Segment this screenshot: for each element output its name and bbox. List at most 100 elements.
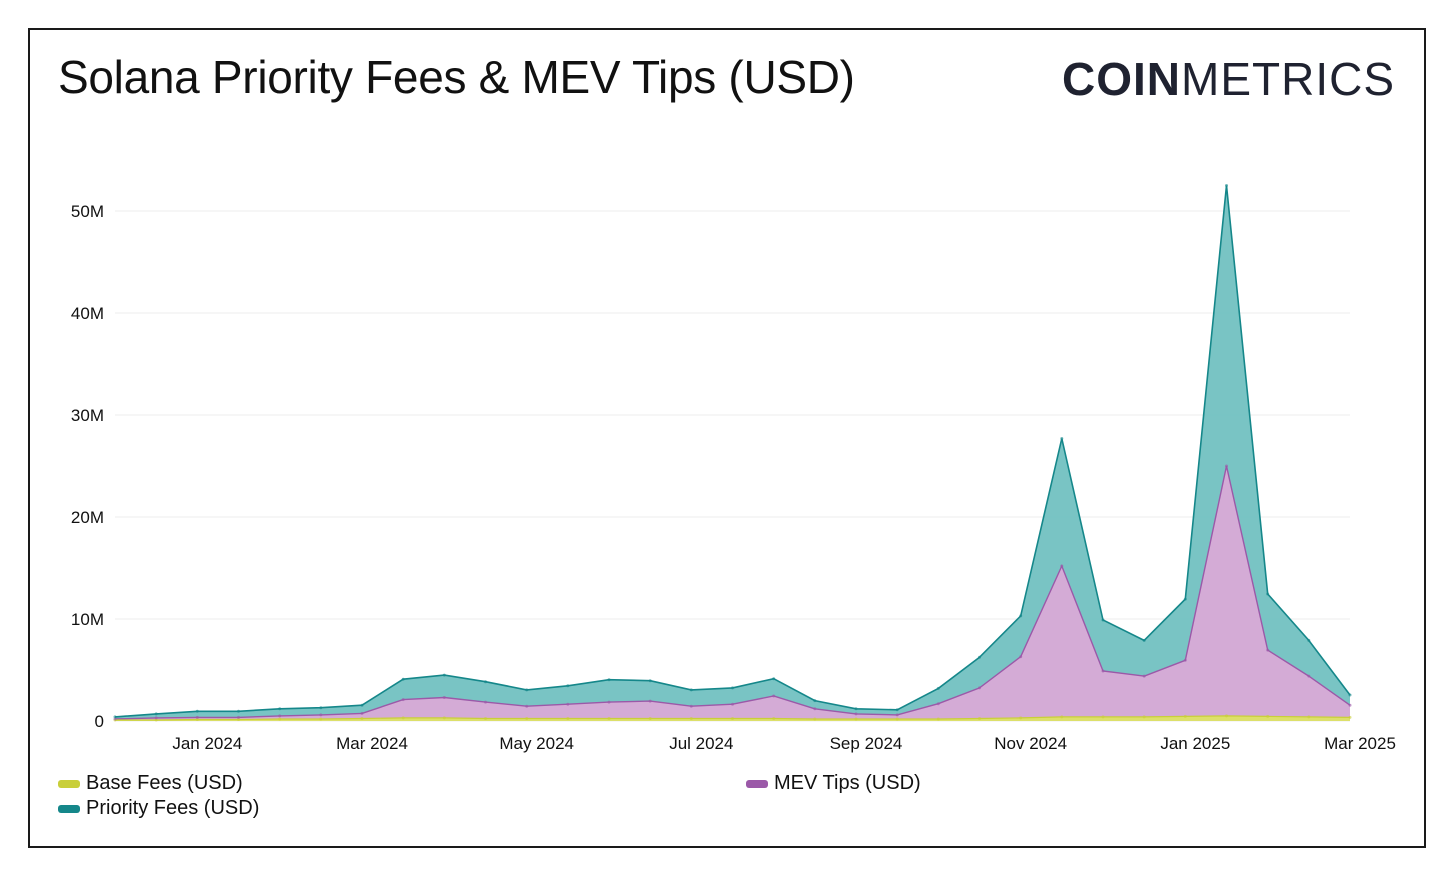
legend-item-priority-fees[interactable]: Priority Fees (USD) <box>58 797 259 820</box>
data-point-priority <box>1183 597 1187 601</box>
data-point-priority <box>607 678 611 682</box>
data-point-priority <box>731 686 734 690</box>
data-point-priority <box>1060 437 1064 440</box>
data-point-priority <box>113 715 117 719</box>
data-point-base <box>1266 714 1270 718</box>
data-point-priority <box>772 677 776 681</box>
data-point-priority <box>1142 638 1146 642</box>
x-tick-label: Jul 2024 <box>669 734 733 753</box>
data-point-mev <box>1019 655 1023 659</box>
data-point-mev <box>854 712 858 716</box>
data-point-base <box>813 717 817 721</box>
y-axis-ticks: 0 10M 20M 30M 40M 50M <box>71 202 104 731</box>
data-point-priority <box>978 655 981 659</box>
data-point-mev <box>1307 674 1311 678</box>
data-point-mev <box>1225 464 1228 468</box>
logo-light-text: METRICS <box>1181 53 1395 105</box>
data-point-base <box>154 718 158 722</box>
data-point-priority <box>1266 592 1270 596</box>
data-point-mev <box>978 686 981 690</box>
legend-item-base-fees[interactable]: Base Fees (USD) <box>58 772 243 795</box>
data-point-mev <box>566 702 570 706</box>
data-point-base <box>1101 715 1105 719</box>
data-point-mev <box>1101 669 1105 673</box>
data-point-base <box>319 717 323 721</box>
data-point-mev <box>442 696 446 699</box>
data-point-priority <box>442 673 446 677</box>
data-point-priority <box>566 684 570 688</box>
data-point-priority <box>484 680 487 684</box>
data-point-mev <box>1266 648 1270 652</box>
data-point-priority <box>1348 693 1352 697</box>
data-point-mev <box>195 715 199 719</box>
data-point-base <box>566 717 570 720</box>
priority-fees-area <box>115 185 1350 719</box>
data-point-priority <box>1225 184 1228 187</box>
data-point-mev <box>525 704 529 708</box>
data-point-base <box>1307 715 1311 719</box>
chart-title: Solana Priority Fees & MEV Tips (USD) <box>58 51 855 103</box>
x-tick-label: Mar 2024 <box>336 734 408 753</box>
legend-item-mev-tips[interactable]: MEV Tips (USD) <box>746 772 921 795</box>
base-fees-area <box>115 715 1350 721</box>
data-point-base <box>401 716 405 720</box>
data-point-priority <box>1101 618 1105 622</box>
legend-label-base-fees: Base Fees (USD) <box>86 772 243 794</box>
legend-label-priority-fees: Priority Fees (USD) <box>86 797 260 819</box>
series-areas <box>113 184 1352 722</box>
data-point-base <box>195 718 199 721</box>
data-point-priority <box>525 688 529 692</box>
legend-swatch-base-fees <box>58 779 80 788</box>
data-point-base <box>1225 714 1228 718</box>
data-point-priority <box>1019 614 1023 618</box>
data-point-mev <box>772 694 776 698</box>
data-point-base <box>525 717 529 720</box>
data-point-priority <box>154 712 158 716</box>
data-point-mev <box>360 711 364 715</box>
data-point-priority <box>895 708 899 712</box>
data-point-base <box>689 717 693 720</box>
legend-swatch-mev-tips <box>746 779 768 788</box>
data-point-mev <box>154 716 158 720</box>
data-point-base <box>278 717 282 721</box>
x-tick-label: Jan 2025 <box>1160 734 1230 753</box>
x-tick-label: Mar 2025 <box>1324 734 1396 753</box>
y-tick-label: 30M <box>71 406 104 425</box>
data-point-base <box>360 717 364 720</box>
data-point-base <box>854 717 858 721</box>
data-point-mev <box>936 702 940 706</box>
data-point-mev <box>1142 674 1146 678</box>
data-point-mev <box>648 699 652 703</box>
data-point-mev <box>484 700 487 704</box>
data-point-mev <box>113 717 117 721</box>
data-point-base <box>1142 715 1146 719</box>
mev-tips-area <box>115 466 1350 720</box>
data-point-mev <box>895 713 899 717</box>
legend-swatch-priority-fees <box>58 804 80 813</box>
data-point-priority <box>854 707 858 711</box>
data-point-base <box>772 717 776 720</box>
data-point-mev <box>278 714 282 718</box>
data-point-mev <box>689 704 693 708</box>
data-point-priority <box>195 709 199 713</box>
data-point-base <box>1060 715 1064 719</box>
data-point-base <box>936 717 940 721</box>
data-point-priority <box>319 706 323 710</box>
data-point-mev <box>319 713 323 717</box>
data-point-mev <box>401 698 405 702</box>
data-point-base <box>237 718 240 721</box>
x-tick-label: Jan 2024 <box>172 734 242 753</box>
data-point-mev <box>731 702 734 706</box>
data-point-base <box>607 717 611 720</box>
data-point-mev <box>237 715 240 719</box>
data-point-mev <box>813 707 817 711</box>
data-point-priority <box>401 677 405 681</box>
data-point-mev <box>1183 658 1187 662</box>
x-tick-label: May 2024 <box>499 734 574 753</box>
data-point-priority <box>237 709 240 713</box>
x-tick-label: Sep 2024 <box>830 734 903 753</box>
data-point-base <box>484 717 487 720</box>
data-point-priority <box>689 688 693 692</box>
y-tick-label: 40M <box>71 304 104 323</box>
